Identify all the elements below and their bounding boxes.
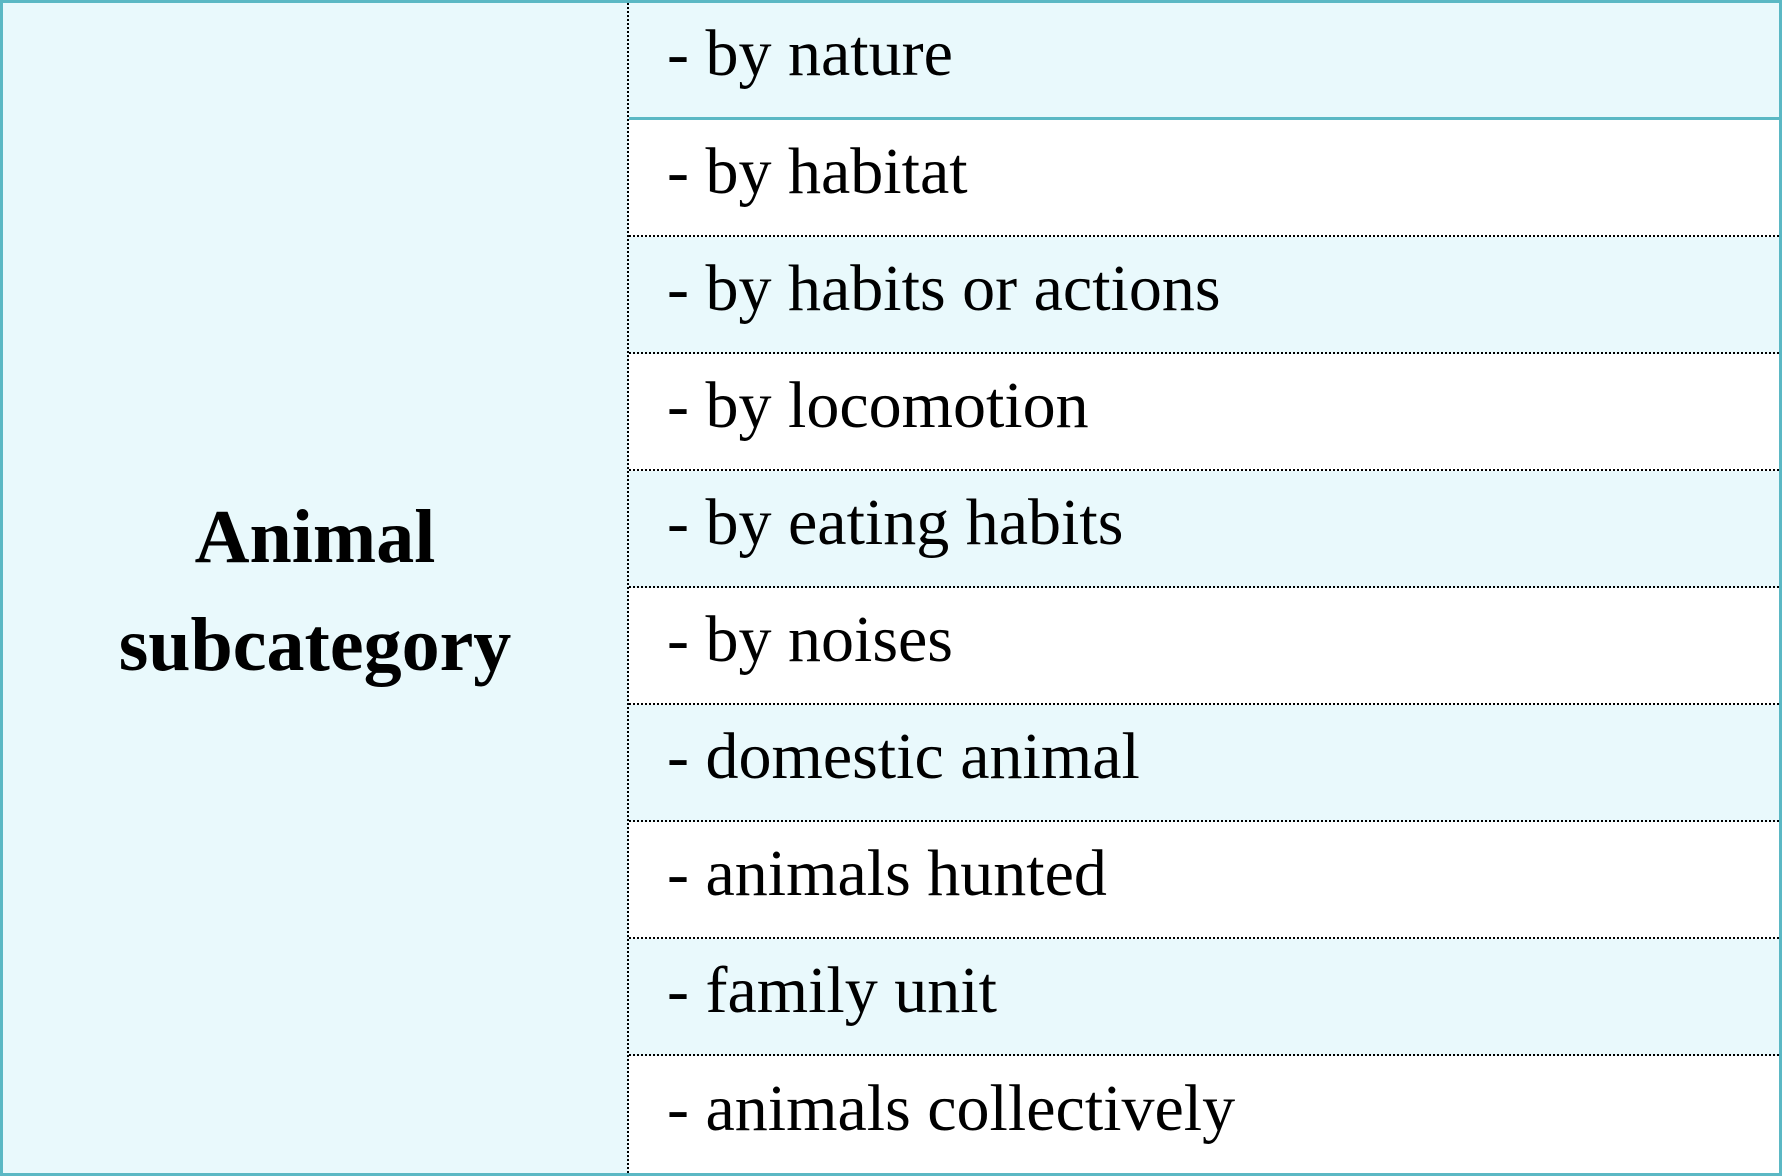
subcategory-label: - by habits or actions: [667, 251, 1221, 325]
category-label-line1: Animal: [194, 495, 436, 579]
subcategory-label: - domestic animal: [667, 719, 1140, 793]
subcategory-label: - by habitat: [667, 134, 968, 208]
subcategory-row: - by nature: [629, 3, 1779, 120]
subcategory-row: - family unit: [629, 939, 1779, 1056]
category-label-line2: subcategory: [118, 603, 512, 687]
subcategory-row: - by habitat: [629, 120, 1779, 237]
subcategory-label: - animals collectively: [667, 1071, 1236, 1145]
category-cell: Animal subcategory: [3, 3, 629, 1173]
category-label: Animal subcategory: [119, 483, 512, 699]
subcategory-row: - by eating habits: [629, 471, 1779, 588]
subcategory-row: - by noises: [629, 588, 1779, 705]
subcategory-row: - by locomotion: [629, 354, 1779, 471]
subcategory-label: - family unit: [667, 953, 997, 1027]
subcategory-label: - by locomotion: [667, 368, 1089, 442]
subcategory-row: - by habits or actions: [629, 237, 1779, 354]
subcategory-label: - by nature: [667, 17, 953, 90]
subcategory-label: - by eating habits: [667, 485, 1124, 559]
subcategory-row: - animals collectively: [629, 1056, 1779, 1173]
subcategory-list: - by nature - by habitat - by habits or …: [629, 3, 1779, 1173]
subcategory-label: - by noises: [667, 602, 953, 676]
subcategory-label: - animals hunted: [667, 836, 1107, 910]
subcategory-row: - animals hunted: [629, 822, 1779, 939]
subcategory-row: - domestic animal: [629, 705, 1779, 822]
